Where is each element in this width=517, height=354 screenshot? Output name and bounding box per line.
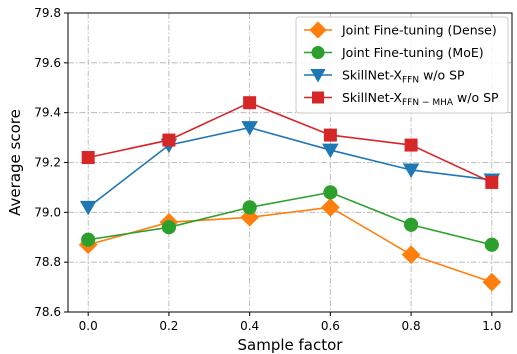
data-point	[402, 163, 420, 179]
legend-marker	[310, 69, 326, 83]
x-tick-label: 1.0	[482, 319, 501, 333]
legend-box	[295, 16, 509, 114]
legend: Joint Fine-tuning (Dense) Joint Fine-tuni…	[295, 16, 509, 114]
data-point	[161, 220, 177, 235]
data-point	[81, 151, 95, 165]
series-4	[81, 96, 499, 189]
y-tick-label: 79.6	[34, 56, 61, 70]
x-axis-label: Sample factor	[238, 336, 344, 354]
data-point	[162, 133, 176, 147]
ticks: 0.0 0.2 0.4 0.6 0.8 1.0 78.6 78.8 79.0 79.2 79.4 79…	[34, 6, 501, 333]
legend-label: SkillNet-XFFN w/o SP	[342, 68, 465, 86]
data-point	[484, 237, 499, 252]
x-tick-label: 0.2	[159, 319, 178, 333]
y-tick-label: 79.4	[34, 106, 61, 120]
data-point	[401, 245, 421, 265]
legend-item: SkillNet-XFFN w/o SP	[304, 68, 465, 86]
legend-label: Joint Fine-tuning (Dense)	[341, 23, 497, 38]
y-tick-label: 79.0	[34, 205, 61, 219]
y-tick-label: 78.8	[34, 255, 61, 269]
y-tick-label: 78.6	[34, 305, 61, 319]
series-line	[87, 206, 493, 283]
data-point	[79, 200, 97, 216]
data-point	[240, 207, 259, 227]
series-line	[88, 101, 493, 184]
legend-item: Joint Fine-tuning (MoE)	[304, 45, 484, 60]
y-tick-label: 79.2	[34, 156, 61, 170]
legend-label: Joint Fine-tuning (MoE)	[341, 45, 484, 60]
data-point	[322, 143, 339, 159]
y-tick-label: 79.8	[34, 6, 61, 20]
data-point	[403, 217, 419, 232]
series-line	[88, 191, 493, 246]
data-point	[485, 175, 499, 189]
x-tick-label: 0.0	[79, 319, 98, 333]
data-point	[241, 121, 258, 136]
data-point	[242, 200, 257, 215]
y-axis-label: Average score	[6, 109, 24, 216]
x-tick-label: 0.8	[402, 319, 421, 333]
series-layer	[78, 96, 502, 292]
legend-marker	[311, 45, 325, 60]
x-tick-label: 0.6	[321, 319, 340, 333]
data-point	[243, 96, 257, 110]
legend-marker	[309, 21, 327, 39]
x-tick-label: 0.4	[240, 319, 259, 333]
legend-item: SkillNet-XFFN − MHA w/o SP	[304, 90, 499, 108]
data-point	[323, 185, 338, 200]
series-line	[87, 126, 492, 208]
legend-item: Joint Fine-tuning (Dense)	[304, 21, 497, 39]
series-2	[81, 185, 499, 252]
data-point	[404, 138, 418, 152]
data-point	[321, 198, 340, 217]
legend-label: SkillNet-XFFN − MHA w/o SP	[342, 90, 499, 108]
data-point	[323, 128, 337, 142]
data-point	[482, 272, 502, 292]
data-point	[81, 232, 96, 247]
legend-marker	[312, 91, 324, 104]
